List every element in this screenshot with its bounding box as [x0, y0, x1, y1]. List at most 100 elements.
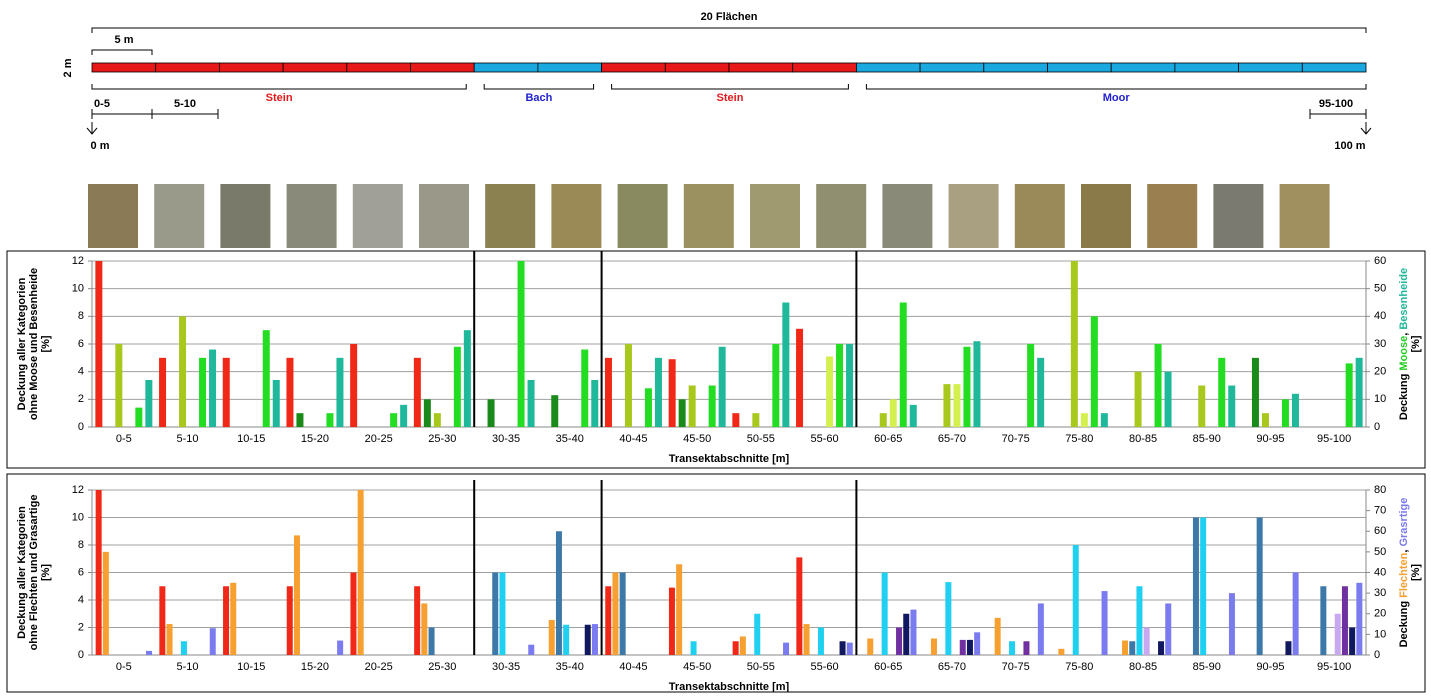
y2-label-part: Deckung — [1398, 598, 1410, 648]
bar — [1072, 545, 1079, 655]
y2-axis-label: Deckung Flechten, Grasrtige — [1398, 498, 1410, 648]
bracket — [91, 109, 1367, 119]
bar — [739, 636, 746, 655]
x-tick-label: 80-85 — [1129, 661, 1157, 673]
bar — [1129, 641, 1136, 655]
y2-tick-label: 10 — [1374, 628, 1386, 640]
bar — [179, 316, 187, 427]
photo — [485, 184, 536, 248]
bar — [604, 357, 612, 427]
bar — [903, 613, 910, 655]
bar — [624, 344, 632, 427]
bar — [676, 564, 683, 655]
bar — [612, 572, 619, 655]
bar — [102, 551, 109, 655]
x-tick-label: 70-75 — [1002, 433, 1030, 445]
transect-cell — [473, 62, 539, 73]
section-label: Stein — [266, 92, 293, 104]
x-tick-label: 90-95 — [1256, 661, 1284, 673]
bar — [1200, 517, 1207, 655]
bar — [555, 531, 562, 655]
y2-axis-unit: [%] — [1410, 335, 1422, 352]
bar — [1122, 640, 1129, 655]
x-tick-label: 50-55 — [747, 433, 775, 445]
bar — [414, 586, 421, 655]
end-label: 100 m — [1334, 140, 1365, 152]
bar — [1070, 261, 1078, 427]
y2-label-part: Grasrtige — [1398, 498, 1410, 547]
x-tick-label: 25-30 — [428, 661, 456, 673]
bar — [930, 638, 937, 655]
bar — [230, 582, 237, 655]
x-tick-label: 75-80 — [1065, 661, 1093, 673]
bar — [272, 379, 280, 427]
bar — [413, 357, 421, 427]
bar — [909, 404, 917, 427]
y-tick-label: 8 — [78, 539, 84, 551]
bar — [1100, 413, 1108, 427]
bar — [1334, 613, 1341, 655]
x-tick-label: 20-25 — [365, 433, 393, 445]
y2-tick-label: 30 — [1374, 338, 1386, 350]
photo — [286, 184, 337, 248]
transect-cell — [728, 62, 794, 73]
bar — [548, 619, 555, 655]
bar — [293, 535, 300, 655]
x-tick-label: 95-100 — [1317, 661, 1351, 673]
photo — [1279, 184, 1330, 248]
chart-frame — [6, 250, 1426, 469]
y2-tick-label: 40 — [1374, 566, 1386, 578]
bar — [783, 642, 790, 655]
bar — [718, 346, 726, 427]
photo — [1147, 184, 1198, 248]
bracket — [91, 84, 467, 90]
y2-tick-label: 40 — [1374, 310, 1386, 322]
x-tick-label: 5-10 — [177, 661, 199, 673]
bar — [688, 385, 696, 427]
y2-axis-label: Deckung Moose, Besenheide — [1398, 268, 1410, 420]
y2-label-part: Flechten — [1398, 552, 1410, 598]
bar — [487, 399, 495, 427]
bracket — [91, 49, 153, 55]
x-tick-label: 25-30 — [428, 433, 456, 445]
bar — [1291, 393, 1299, 427]
bar — [752, 413, 760, 427]
x-tick-label: 35-40 — [556, 433, 584, 445]
y-tick-label: 12 — [72, 255, 84, 267]
x-tick-label: 90-95 — [1256, 433, 1284, 445]
bar — [668, 587, 675, 655]
bar — [400, 404, 408, 427]
y2-tick-label: 60 — [1374, 525, 1386, 537]
bar — [910, 609, 917, 655]
y-tick-label: 4 — [78, 594, 84, 606]
bar — [1192, 517, 1199, 655]
bar — [145, 379, 153, 427]
bar — [492, 572, 499, 655]
x-tick-label: 80-85 — [1129, 433, 1157, 445]
transect-cell — [1047, 62, 1112, 73]
bar — [337, 640, 344, 655]
bar — [963, 346, 971, 427]
bar — [563, 624, 570, 655]
bar — [619, 572, 626, 655]
y2-tick-label: 70 — [1374, 505, 1386, 517]
bar — [357, 490, 364, 655]
photo — [352, 184, 403, 248]
bar — [846, 642, 853, 655]
bar — [772, 344, 780, 427]
photo — [1213, 184, 1264, 248]
bar — [1154, 344, 1162, 427]
bar — [668, 359, 676, 427]
diagram-title: 20 Flächen — [701, 11, 758, 23]
section-label: Moor — [1103, 92, 1131, 104]
y-tick-label: 6 — [78, 338, 84, 350]
bar — [826, 356, 834, 427]
bar — [994, 617, 1001, 655]
photo — [154, 184, 205, 248]
bar — [732, 413, 740, 427]
bar — [881, 572, 888, 655]
transect-cell — [983, 62, 1048, 73]
x-tick-label: 15-20 — [301, 661, 329, 673]
bar — [428, 627, 435, 655]
